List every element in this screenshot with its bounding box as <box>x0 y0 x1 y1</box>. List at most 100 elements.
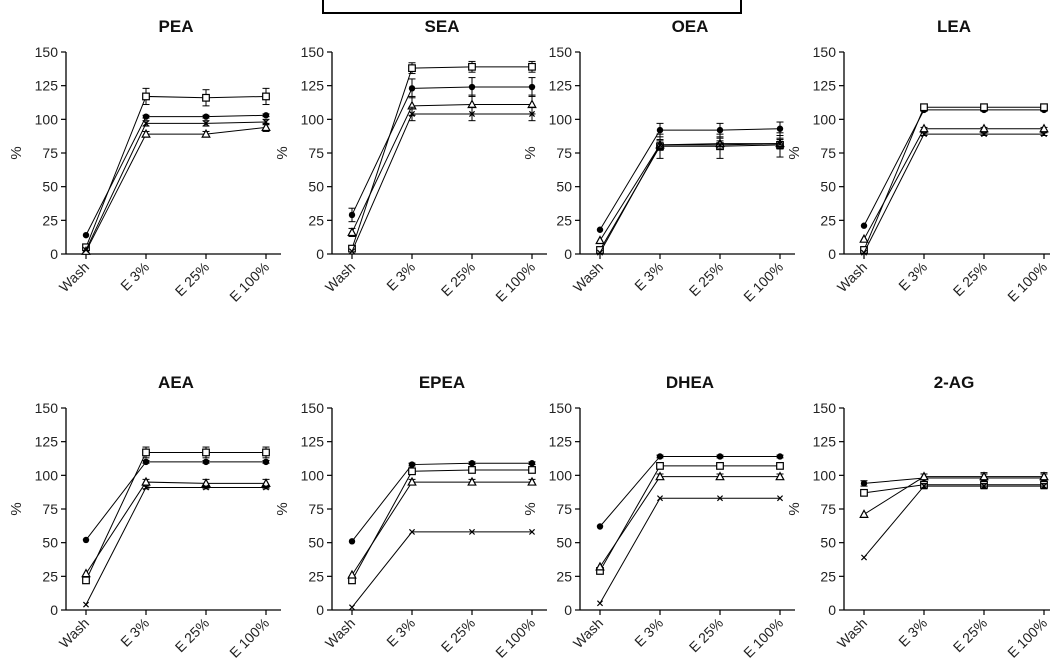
y-tick-label: 100 <box>35 467 59 483</box>
y-tick-label: 75 <box>556 145 572 161</box>
data-point <box>202 93 210 102</box>
series-triangle <box>595 471 785 571</box>
data-point-b <box>596 249 604 256</box>
series-line <box>351 113 532 252</box>
y-tick-label: 75 <box>42 501 58 517</box>
data-point-b <box>920 483 928 490</box>
series-cross <box>860 482 1048 561</box>
data-point <box>656 495 664 502</box>
x-tick-label: E 100% <box>492 259 538 305</box>
data-point <box>1039 123 1049 133</box>
data-point <box>528 460 536 467</box>
series-line <box>599 497 780 604</box>
y-tick-label: 100 <box>813 111 837 127</box>
series-circle <box>348 460 536 545</box>
data-point <box>716 126 724 134</box>
series-line <box>85 461 266 541</box>
data-point-b <box>82 601 90 608</box>
data-point <box>202 458 210 466</box>
series-line <box>863 106 1044 251</box>
y-tick-label: 150 <box>35 400 59 416</box>
x-tick-label: E 100% <box>740 615 786 661</box>
data-point <box>262 119 270 126</box>
data-point-b <box>468 110 476 117</box>
data-point <box>82 601 90 608</box>
x-tick-label: E 100% <box>226 259 272 305</box>
series-line <box>863 477 1044 484</box>
data-point <box>595 561 605 571</box>
data-point <box>142 92 150 101</box>
x-tick-label: E 100% <box>1004 615 1050 661</box>
y-tick-label: 25 <box>820 212 836 228</box>
panel-dhea: DHEA 0 25 50 75 100 125 150% Wash E 3% E 25% E 100% <box>522 373 795 661</box>
series-circle <box>82 112 270 239</box>
data-point <box>980 103 988 112</box>
data-point <box>919 123 929 133</box>
series-line <box>863 485 1044 558</box>
x-tick-label: Wash <box>56 615 92 651</box>
x-tick-label: E 3% <box>895 615 930 650</box>
y-tick-label: 125 <box>301 78 325 94</box>
y-tick-label: 150 <box>301 400 325 416</box>
y-tick-label: 100 <box>549 111 573 127</box>
y-tick-label: 0 <box>564 602 572 618</box>
y-tick-label: 50 <box>556 535 572 551</box>
series-triangle <box>347 476 537 579</box>
data-point <box>348 211 356 219</box>
data-point-b <box>262 484 270 491</box>
data-point <box>920 131 928 138</box>
y-tick-label: 25 <box>820 568 836 584</box>
data-point-b <box>1040 131 1048 138</box>
y-tick-label: 150 <box>35 44 59 60</box>
data-point <box>347 227 357 237</box>
data-point <box>716 495 724 502</box>
data-point <box>776 140 784 147</box>
data-point <box>860 222 868 229</box>
panel-title: AEA <box>158 373 194 392</box>
data-point <box>920 103 928 112</box>
y-axis-label: % <box>522 146 539 159</box>
series-line <box>351 462 532 542</box>
series-line <box>351 469 532 581</box>
x-tick-label: E 3% <box>631 615 666 650</box>
data-point-b <box>348 248 356 255</box>
data-point <box>347 569 357 579</box>
x-tick-label: E 3% <box>383 615 418 650</box>
y-tick-label: 0 <box>316 602 324 618</box>
data-point <box>859 233 869 243</box>
series-cross <box>860 131 1048 256</box>
panel-title: DHEA <box>666 373 714 392</box>
data-point-b <box>776 495 784 502</box>
series-square <box>348 60 536 253</box>
data-point <box>408 110 416 117</box>
panel-title: PEA <box>159 17 194 36</box>
y-axis-label: % <box>8 502 25 515</box>
data-point <box>527 476 537 486</box>
y-tick-label: 0 <box>50 246 58 262</box>
data-point <box>716 453 724 460</box>
series-circle <box>348 77 536 223</box>
x-tick-label: Wash <box>570 615 606 651</box>
data-point <box>202 448 210 457</box>
data-point <box>468 83 476 91</box>
series-line <box>863 484 1044 494</box>
y-tick-label: 150 <box>549 44 573 60</box>
data-point <box>595 235 605 245</box>
panel-title: LEA <box>937 17 971 36</box>
data-point <box>262 92 270 101</box>
data-point-b <box>142 120 150 127</box>
series-line <box>351 104 532 233</box>
series-square <box>596 132 784 254</box>
x-tick-label: E 25% <box>172 615 212 655</box>
data-point <box>468 528 476 535</box>
data-point <box>980 131 988 138</box>
x-tick-label: E 3% <box>117 615 152 650</box>
series-line <box>85 481 266 574</box>
series-line <box>85 126 267 252</box>
data-point <box>979 123 989 133</box>
data-point <box>860 554 868 561</box>
y-tick-label: 125 <box>301 434 325 450</box>
series-triangle <box>347 94 537 237</box>
data-point <box>656 453 664 460</box>
series-cross <box>82 118 270 253</box>
